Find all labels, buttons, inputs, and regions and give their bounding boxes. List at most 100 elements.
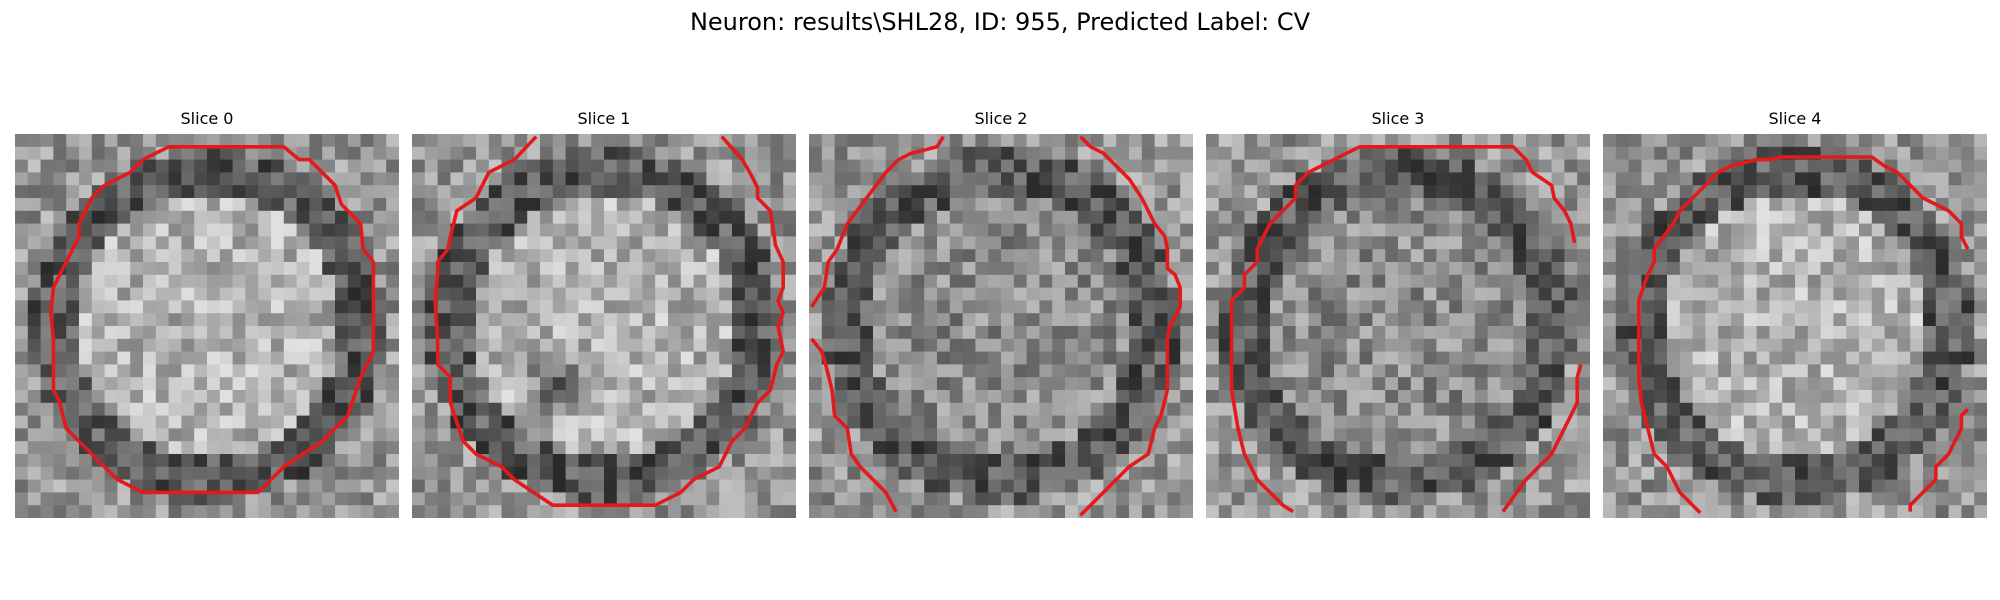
image-pixel [821, 236, 835, 250]
image-pixel [1564, 249, 1578, 263]
image-pixel [1116, 300, 1130, 314]
image-pixel [1129, 338, 1143, 352]
image-pixel [283, 505, 297, 518]
image-pixel [1244, 146, 1258, 160]
image-pixel [1756, 351, 1770, 365]
image-pixel [143, 313, 157, 327]
image-pixel [668, 351, 682, 365]
image-pixel [860, 249, 874, 263]
image-pixel [1526, 249, 1540, 263]
image-pixel [1436, 300, 1450, 314]
image-pixel [488, 313, 502, 327]
image-pixel [1001, 146, 1015, 160]
image-pixel [245, 300, 259, 314]
image-pixel [168, 338, 182, 352]
image-pixel [732, 479, 746, 493]
image-pixel [1628, 428, 1642, 442]
image-pixel [1385, 146, 1399, 160]
image-pixel [873, 466, 887, 480]
image-pixel [962, 236, 976, 250]
image-pixel [1129, 159, 1143, 173]
image-pixel [655, 390, 669, 404]
image-pixel [860, 351, 874, 365]
image-pixel [386, 274, 399, 288]
image-pixel [540, 172, 554, 186]
image-pixel [1859, 415, 1873, 429]
image-pixel [488, 185, 502, 199]
image-pixel [258, 134, 272, 148]
image-pixel [1077, 223, 1091, 237]
image-pixel [1206, 364, 1220, 378]
image-pixel [347, 492, 361, 506]
image-pixel [1846, 210, 1860, 224]
image-pixel [271, 236, 285, 250]
image-pixel [821, 505, 835, 518]
image-pixel [1462, 479, 1476, 493]
image-pixel [1474, 338, 1488, 352]
image-pixel [1641, 249, 1655, 263]
image-pixel [1167, 338, 1181, 352]
image-pixel [1718, 441, 1732, 455]
image-pixel [194, 390, 208, 404]
image-pixel [1295, 492, 1309, 506]
image-pixel [1103, 134, 1117, 148]
image-pixel [1743, 274, 1757, 288]
image-pixel [1474, 326, 1488, 340]
image-pixel [1513, 351, 1527, 365]
image-pixel [1398, 479, 1412, 493]
image-pixel [1948, 262, 1962, 276]
image-pixel [1641, 134, 1655, 148]
image-pixel [1065, 479, 1079, 493]
image-pixel [1615, 146, 1629, 160]
image-pixel [962, 338, 976, 352]
image-pixel [962, 249, 976, 263]
image-pixel [1833, 428, 1847, 442]
image-pixel [1167, 198, 1181, 212]
image-pixel [642, 185, 656, 199]
image-pixel [1846, 377, 1860, 391]
image-pixel [117, 313, 131, 327]
image-pixel [1846, 198, 1860, 212]
image-pixel [1206, 223, 1220, 237]
image-pixel [1001, 364, 1015, 378]
image-pixel [604, 505, 618, 518]
image-pixel [591, 454, 605, 468]
image-pixel [488, 364, 502, 378]
image-pixel [911, 198, 925, 212]
image-pixel [604, 415, 618, 429]
image-pixel [168, 185, 182, 199]
image-pixel [309, 198, 323, 212]
image-pixel [1526, 146, 1540, 160]
image-pixel [53, 287, 67, 301]
image-pixel [168, 300, 182, 314]
image-pixel [1295, 274, 1309, 288]
image-pixel [1884, 338, 1898, 352]
image-pixel [194, 479, 208, 493]
image-pixel [719, 390, 733, 404]
image-pixel [1769, 198, 1783, 212]
image-pixel [1718, 134, 1732, 148]
image-pixel [1526, 492, 1540, 506]
image-pixel [1052, 454, 1066, 468]
image-pixel [1167, 428, 1181, 442]
image-pixel [873, 249, 887, 263]
image-pixel [1538, 159, 1552, 173]
image-pixel [1090, 326, 1104, 340]
image-pixel [911, 134, 925, 148]
image-pixel [1308, 185, 1322, 199]
slice-title: Slice 3 [1371, 109, 1425, 128]
image-pixel [719, 262, 733, 276]
image-pixel [1487, 313, 1501, 327]
image-pixel [1206, 236, 1220, 250]
image-pixel [168, 287, 182, 301]
image-pixel [1206, 262, 1220, 276]
image-pixel [527, 377, 541, 391]
image-pixel [1846, 274, 1860, 288]
image-pixel [1564, 159, 1578, 173]
image-pixel [1807, 415, 1821, 429]
image-pixel [143, 377, 157, 391]
image-pixel [540, 377, 554, 391]
image-pixel [1820, 159, 1834, 173]
image-pixel [1129, 146, 1143, 160]
image-pixel [1654, 185, 1668, 199]
